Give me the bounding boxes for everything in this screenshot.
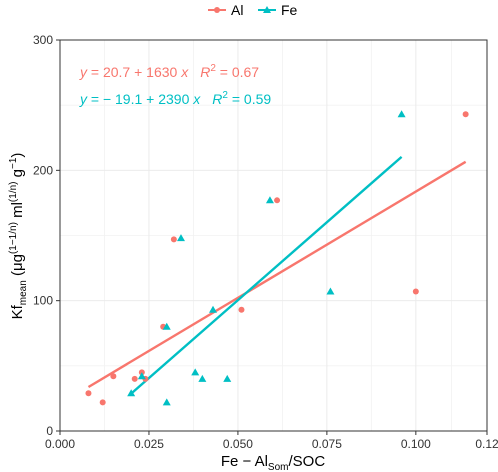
al-eq-x: x [180,64,189,80]
point-fe [265,196,274,204]
point-fe [223,374,232,382]
x-tick-label: 0.100 [401,437,431,451]
y-tick-label: 0 [46,424,53,438]
y-title-close: ) [9,153,26,158]
y-title-main: Kf [9,304,26,319]
y-title-mid: ml [9,202,26,222]
y-axis-ticks: 0 100 200 300 [33,33,60,438]
point-fe [137,372,146,380]
data-points [85,110,469,406]
al-eq-r-value: = 0.67 [216,64,259,80]
point-al [170,236,177,243]
point-fe [326,287,335,295]
y-tick-label: 200 [33,163,53,177]
point-al [99,399,106,406]
fit-line-fe [130,155,403,395]
legend-al-label: Al [231,2,243,18]
legend-item-al: Al [208,2,243,18]
y-title-open: (μg [9,254,26,280]
point-al [85,390,92,397]
plot-panel [59,39,488,432]
al-eq-r-sup: 2 [210,63,216,74]
point-al [110,373,117,380]
point-fe [176,234,185,242]
x-tick-label: 0.025 [134,437,164,451]
y-title-sup3: −1 [8,157,19,169]
point-al [131,375,138,382]
legend-fe-label: Fe [281,2,298,18]
fe-eq-r-value: = 0.59 [228,91,271,107]
point-al [238,306,245,313]
point-fe [209,305,218,313]
x-tick-label: 0.075 [312,437,342,451]
regression-lines [87,155,467,395]
point-fe [198,374,207,382]
point-al [412,288,419,295]
fe-equation-label: y = − 19.1 + 2390 x R2 = 0.59 [79,90,271,107]
point-al [274,197,281,204]
x-title-sub: Som [268,462,289,472]
legend-item-fe: Fe [258,2,298,18]
fe-eq-r: R [212,91,222,107]
legend: Al Fe [208,2,298,18]
fe-eq-y: y [79,91,88,107]
x-axis-title: Fe − AlSom/SOC [221,453,326,472]
x-title-main: Fe − Al [221,453,268,470]
fe-eq-formula: = − 19.1 + 2390 [87,91,193,107]
y-title-sup2: (1/n) [8,182,19,203]
x-tick-label: 0.050 [223,437,253,451]
y-axis-title: Kfmean (μg(1−1/n) ml(1/n) g−1) [8,153,29,320]
al-eq-r: R [200,64,210,80]
point-fe [191,368,200,376]
point-fe [127,389,136,397]
x-tick-label: 0.000 [45,437,75,451]
y-title-sup1: (1−1/n) [8,222,19,254]
x-tick-label: 0.12 [475,437,498,451]
point-fe [397,110,406,118]
x-axis-ticks: 0.000 0.025 0.050 0.075 0.100 0.12 [45,431,498,451]
y-title-sub: mean [18,280,29,305]
y-tick-label: 100 [33,294,53,308]
al-eq-formula: = 20.7 + 1630 [87,64,181,80]
fe-eq-x: x [192,91,201,107]
al-eq-y: y [79,64,88,80]
point-fe [162,322,171,330]
plot-panel-frame [59,39,488,432]
fit-line-al [87,160,467,389]
legend-al-marker [214,7,220,13]
point-al [462,111,469,118]
al-equation-label: y = 20.7 + 1630 x R2 = 0.67 [79,63,259,80]
y-tick-label: 300 [33,33,53,47]
fe-eq-r-sup: 2 [222,90,228,101]
x-title-tail: /SOC [288,453,325,470]
point-fe [162,398,171,406]
legend-fe-marker [263,6,271,13]
y-title-g: g [9,169,26,182]
